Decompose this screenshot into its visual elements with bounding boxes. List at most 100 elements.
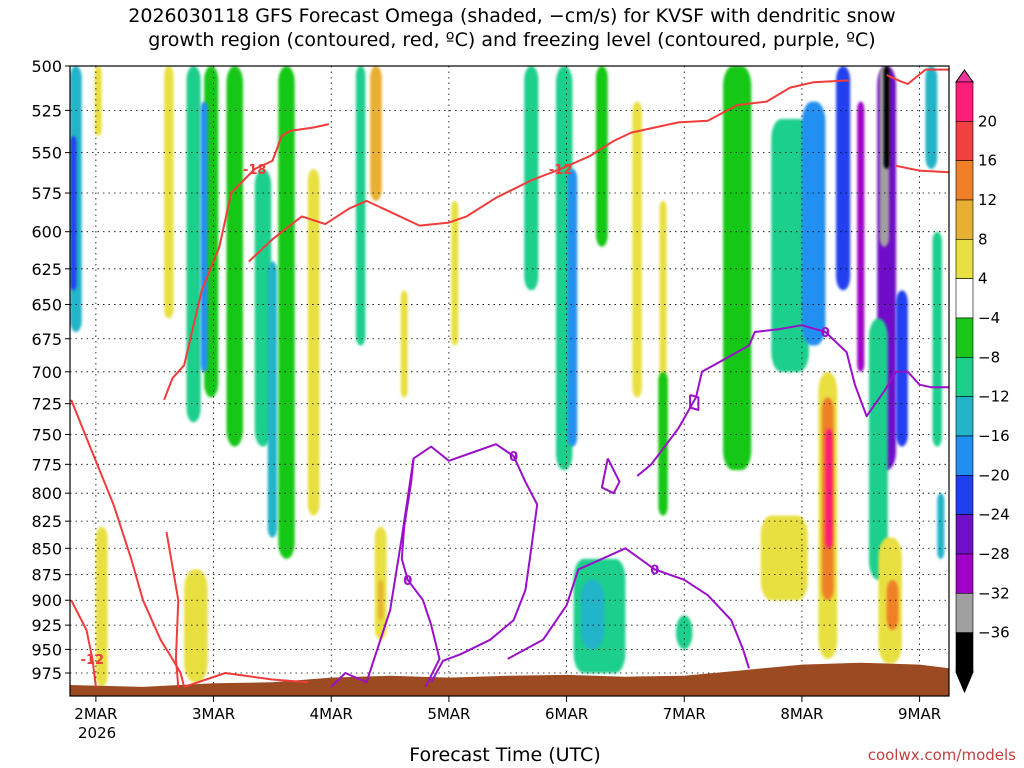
colorbar-label-7: −12: [978, 388, 1010, 406]
credit-text: coolwx.com/models: [867, 746, 1016, 764]
colorbar-swatch-2: [955, 160, 974, 201]
omega-cell-27: [771, 118, 809, 372]
colorbar: 20 16 12 8 4 −4 −8 −12 −16 −20 −24 −28 −32 −36: [955, 69, 1010, 694]
omega-cell-48: [886, 579, 899, 631]
y-tick-label-950: 950: [31, 640, 62, 659]
colorbar-swatch-10: [955, 475, 974, 515]
purple-contour-2: [600, 457, 621, 495]
red-contour-0: [163, 123, 330, 401]
grid: [70, 66, 949, 696]
omega-cell-34: [896, 290, 908, 447]
red-contour-1: [248, 79, 850, 263]
omega-cell-10: [267, 261, 278, 538]
colorbar-swatch-4: [955, 239, 974, 279]
x-tick-label-5MAR: 5MAR: [427, 705, 470, 723]
y-tick-label-725: 725: [31, 395, 62, 414]
omega-shading: [70, 66, 945, 687]
omega-cell-18: [567, 169, 578, 447]
colorbar-label-4: 4: [978, 270, 988, 288]
colorbar-swatch-5: [955, 278, 974, 319]
y-tick-label-550: 550: [31, 144, 62, 163]
omega-cell-42: [378, 579, 384, 621]
y-tick-label-575: 575: [31, 184, 62, 203]
omega-cell-33: [883, 66, 890, 170]
x-tick-label-8MAR: 8MAR: [780, 705, 823, 723]
omega-cell-13: [370, 66, 382, 201]
red-label-0: -18: [243, 163, 267, 178]
colorbar-label-12: −32: [978, 584, 1010, 602]
y-tick-label-750: 750: [31, 426, 62, 445]
red-contour-7: [183, 672, 308, 688]
omega-cell-20: [632, 101, 642, 398]
colorbar-label-10: −24: [978, 506, 1010, 524]
omega-cell-29: [836, 66, 851, 291]
terrain: [70, 662, 949, 696]
colorbar-label-1: 16: [978, 152, 997, 170]
purple-contour-5: [689, 393, 700, 411]
red-label-5: -12: [81, 653, 105, 668]
y-tick-label-825: 825: [31, 512, 62, 531]
omega-cell-25: [676, 615, 693, 650]
x-tick-label-9MAR: 9MAR: [898, 705, 941, 723]
purple-contour-4: [507, 547, 750, 669]
omega-cell-39: [95, 526, 108, 687]
y-tick-label-850: 850: [31, 539, 62, 558]
purple-label-4: 0: [650, 563, 659, 578]
omega-cell-37: [932, 231, 942, 447]
omega-cell-22: [658, 371, 668, 516]
colorbar-bottom-arrow: [955, 671, 974, 694]
colorbar-label-9: −20: [978, 466, 1010, 484]
colorbar-label-5: −4: [978, 309, 1000, 327]
plot-frame: [69, 65, 950, 697]
y-tick-label-625: 625: [31, 260, 62, 279]
purple-contour-0: [330, 443, 539, 688]
red-contour-5: [70, 599, 97, 688]
y-tick-label-975: 975: [31, 664, 62, 683]
omega-cell-24: [580, 579, 605, 650]
red-contour-3: [895, 164, 949, 174]
colorbar-label-0: 20: [978, 112, 997, 130]
omega-cell-26: [723, 66, 752, 471]
purple-label-1: 0: [403, 574, 412, 589]
colorbar-swatch-11: [955, 514, 974, 555]
colorbar-label-13: −36: [978, 624, 1010, 642]
colorbar-label-2: 12: [978, 191, 997, 209]
x-tick-label-2MAR: 2MAR: [74, 705, 117, 723]
omega-cell-14: [400, 290, 408, 398]
y-tick-label-800: 800: [31, 484, 62, 503]
omega-cell-9: [278, 66, 295, 559]
colorbar-label-11: −28: [978, 545, 1010, 563]
purple-contour-1: [400, 458, 441, 688]
x-axis: 2026 2MAR 3MAR 4MAR 5MAR 6MAR 7MAR 8MAR 9MAR: [74, 696, 941, 742]
omega-cell-12: [355, 66, 366, 346]
omega-cell-38: [937, 493, 945, 559]
y-tick-label-700: 700: [31, 363, 62, 382]
x-year-label: 2026: [78, 724, 116, 742]
x-tick-label-7MAR: 7MAR: [663, 705, 706, 723]
colorbar-label-8: −16: [978, 427, 1010, 445]
y-tick-label-650: 650: [31, 295, 62, 314]
omega-cell-11: [307, 169, 320, 516]
y-tick-label-675: 675: [31, 330, 62, 349]
title-line-1: 2026030118 GFS Forecast Omega (shaded, −…: [128, 5, 896, 27]
omega-cell-6: [200, 101, 208, 372]
colorbar-label-3: 8: [978, 230, 988, 248]
y-tick-label-875: 875: [31, 566, 62, 585]
red-contour-6: [165, 531, 180, 687]
omega-cell-40: [184, 569, 208, 683]
y-tick-label-925: 925: [31, 616, 62, 635]
y-tick-label-775: 775: [31, 455, 62, 474]
chart-title: 2026030118 GFS Forecast Omega (shaded, −…: [0, 4, 1024, 52]
omega-cell-16: [524, 66, 539, 291]
red-contour-4: [70, 399, 186, 688]
y-tick-label-900: 900: [31, 591, 62, 610]
purple-contour-3: [636, 324, 949, 477]
purple-label-0: 0: [509, 450, 518, 465]
purple-label-3: 0: [821, 326, 830, 341]
y-tick-label-500: 500: [31, 57, 62, 76]
omega-cell-46: [825, 428, 833, 549]
omega-cell-43: [760, 515, 808, 601]
y-tick-label-600: 600: [31, 223, 62, 242]
colorbar-label-6: −8: [978, 348, 1000, 366]
